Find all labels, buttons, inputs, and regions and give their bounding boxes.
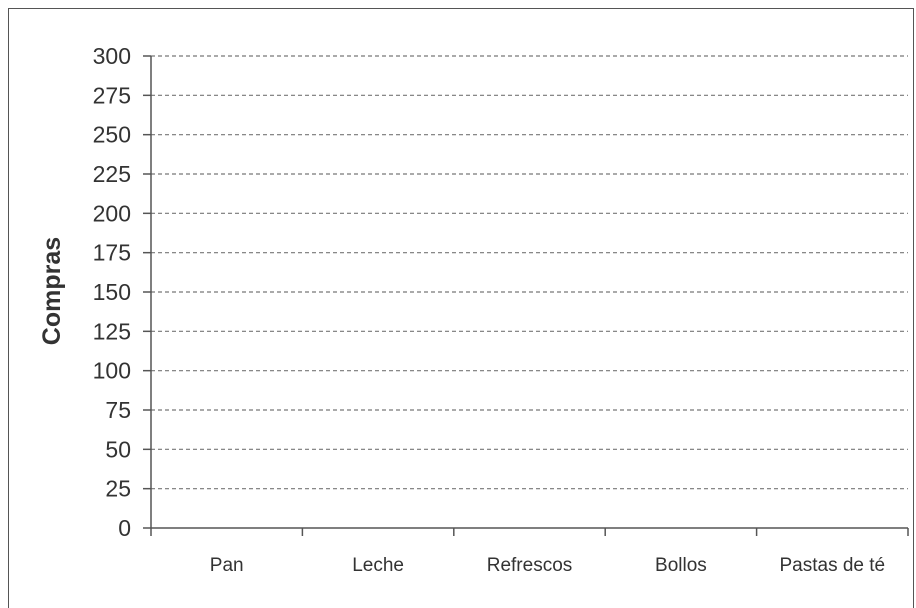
y-tick-labels: 0 25 50 75 100 125 150 175 200 225 250 275 300 — [93, 43, 131, 541]
y-tick-label: 75 — [105, 397, 131, 423]
gridlines — [151, 55, 908, 490]
y-tick-label: 50 — [105, 436, 131, 462]
y-tick-label: 25 — [105, 476, 131, 502]
axes — [143, 55, 909, 536]
y-tick-label: 200 — [93, 200, 131, 226]
y-tick-label: 250 — [93, 122, 131, 148]
chart-frame — [8, 8, 914, 608]
y-tick-label: 100 — [93, 358, 131, 384]
y-tick-label: 175 — [93, 240, 131, 266]
x-tick-label: Leche — [352, 555, 404, 576]
x-tick-label: Pan — [210, 555, 244, 576]
y-tick-label: 275 — [93, 82, 131, 108]
y-tick-label: 0 — [118, 515, 131, 541]
y-tick-label: 225 — [93, 161, 131, 187]
y-axis-label: Compras — [38, 237, 66, 345]
x-tick-label: Refrescos — [487, 555, 573, 576]
x-tick-labels: Pan Leche Refrescos Bollos Pastas de té — [210, 555, 885, 576]
y-tick-label: 150 — [93, 279, 131, 305]
y-tick-label: 125 — [93, 318, 131, 344]
x-tick-label: Bollos — [655, 555, 707, 576]
y-tick-label: 300 — [93, 43, 131, 69]
x-tick-label: Pastas de té — [779, 555, 885, 576]
